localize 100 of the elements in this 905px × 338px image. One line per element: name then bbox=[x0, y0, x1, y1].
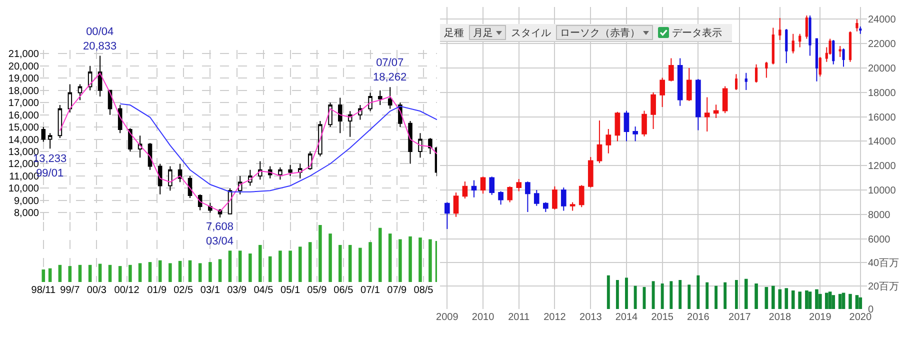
bar bbox=[358, 248, 362, 282]
bar bbox=[855, 295, 859, 309]
bar bbox=[138, 263, 142, 282]
bar bbox=[48, 268, 52, 282]
candlestick bbox=[208, 202, 212, 214]
bar bbox=[88, 264, 92, 282]
bar bbox=[696, 275, 700, 309]
annotation: スタイル bbox=[511, 26, 551, 40]
bar bbox=[735, 280, 738, 309]
candlestick bbox=[696, 78, 701, 131]
bar bbox=[784, 288, 788, 309]
candlestick bbox=[735, 74, 738, 90]
x-tick-label: 03/9 bbox=[227, 285, 247, 296]
candlestick bbox=[778, 17, 782, 40]
y-tick-label: 24000 bbox=[868, 14, 896, 26]
bar bbox=[328, 234, 332, 282]
x-tick-label: 04/5 bbox=[254, 285, 274, 296]
x-tick-label: 2011 bbox=[508, 312, 530, 323]
x-tick-label: 2016 bbox=[687, 312, 710, 323]
candlestick bbox=[578, 184, 584, 208]
annotation: データ表示 bbox=[672, 26, 722, 40]
bar bbox=[838, 294, 842, 309]
bar bbox=[258, 244, 262, 282]
bar bbox=[68, 266, 72, 282]
bar bbox=[805, 290, 808, 309]
bar bbox=[815, 289, 818, 309]
x-tick-label: 00/3 bbox=[86, 285, 107, 296]
x-tick-label: 2012 bbox=[544, 312, 566, 323]
y-tick-label: 15,000 bbox=[8, 122, 40, 134]
x-tick-label: 01/9 bbox=[147, 285, 167, 296]
y-tick-label: 21,000 bbox=[8, 49, 40, 60]
bar bbox=[298, 246, 302, 282]
candlestick bbox=[552, 186, 558, 210]
candlestick bbox=[560, 187, 566, 212]
candlestick bbox=[88, 65, 92, 91]
bar bbox=[268, 256, 272, 282]
candlestick bbox=[428, 138, 432, 154]
bar bbox=[168, 263, 172, 282]
candlestick bbox=[614, 111, 620, 142]
bar bbox=[791, 290, 795, 309]
candlestick bbox=[128, 128, 132, 152]
bar bbox=[108, 264, 112, 282]
candlestick bbox=[338, 97, 342, 134]
candlestick bbox=[832, 39, 835, 65]
candlestick bbox=[570, 202, 576, 212]
bar bbox=[388, 234, 392, 282]
y-tick-label: 20百万 bbox=[868, 281, 900, 292]
bar bbox=[368, 242, 372, 282]
bar bbox=[660, 283, 664, 309]
candlestick bbox=[606, 128, 612, 154]
candlestick bbox=[722, 86, 728, 114]
candlestick bbox=[772, 27, 774, 65]
candlestick bbox=[808, 15, 812, 56]
bar bbox=[148, 262, 152, 282]
candlestick bbox=[588, 156, 594, 188]
bar bbox=[318, 225, 322, 282]
bar bbox=[678, 280, 682, 309]
candlestick bbox=[525, 180, 530, 212]
x-tick-label: 08/5 bbox=[414, 285, 434, 296]
y-tick-label: 12000 bbox=[868, 161, 896, 172]
candlestick bbox=[98, 55, 102, 97]
y-tick-label: 16000 bbox=[868, 112, 896, 124]
x-tick-label: 2020 bbox=[849, 312, 872, 323]
candlestick bbox=[168, 166, 172, 192]
annotation: ローソク（赤青） bbox=[560, 26, 640, 40]
bar bbox=[78, 264, 82, 282]
candlestick bbox=[744, 72, 748, 90]
x-tick-label: 98/11 bbox=[31, 285, 56, 296]
candlestick bbox=[408, 120, 412, 164]
candlestick bbox=[765, 61, 768, 78]
bar bbox=[278, 250, 282, 282]
annotation: 7,608 03/04 bbox=[206, 221, 234, 248]
x-tick-label: 00/12 bbox=[114, 285, 140, 296]
x-tick-label: 03/1 bbox=[200, 285, 220, 296]
x-tick-label: 2014 bbox=[615, 312, 638, 323]
x-tick-label: 05/1 bbox=[280, 285, 300, 296]
bar bbox=[58, 264, 62, 282]
candlestick bbox=[444, 202, 450, 230]
bar bbox=[724, 282, 727, 309]
y-tick-label: 13,000 bbox=[8, 147, 40, 158]
bar bbox=[706, 282, 709, 309]
y-tick-label: 20000 bbox=[868, 64, 896, 74]
candlestick bbox=[158, 163, 162, 195]
bar bbox=[606, 275, 610, 309]
bar bbox=[798, 292, 802, 309]
candlestick bbox=[462, 180, 468, 200]
candlestick bbox=[660, 77, 665, 108]
candlestick bbox=[838, 46, 842, 58]
bar bbox=[198, 263, 202, 282]
candlestick bbox=[596, 120, 602, 164]
bar bbox=[625, 278, 628, 309]
candlestick bbox=[543, 202, 548, 212]
candlestick bbox=[48, 132, 52, 150]
candlestick bbox=[785, 28, 788, 64]
candlestick bbox=[58, 104, 62, 139]
y-tick-label: 8000 bbox=[868, 210, 891, 221]
bar bbox=[238, 250, 242, 282]
candlestick bbox=[388, 86, 392, 110]
bar bbox=[348, 244, 352, 282]
candlestick bbox=[507, 186, 512, 203]
